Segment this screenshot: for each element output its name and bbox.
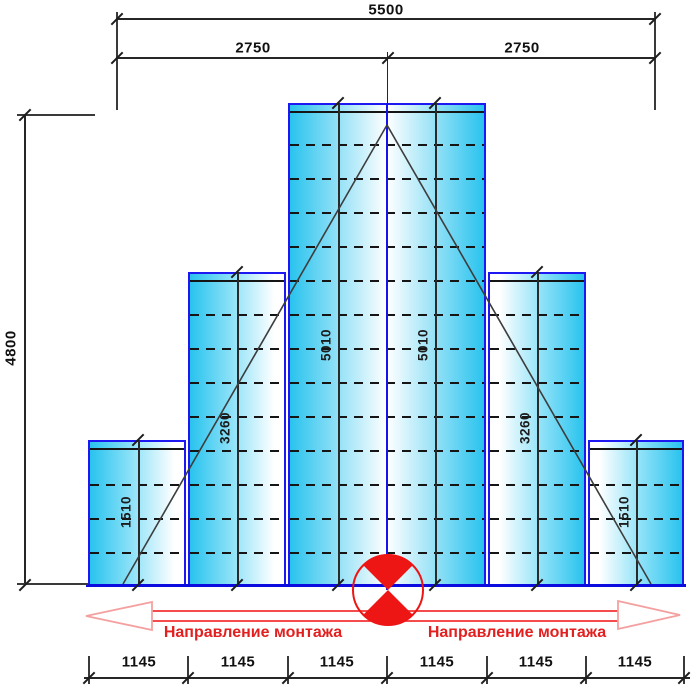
extension-line — [486, 656, 488, 684]
extension-line — [683, 656, 685, 684]
left-arrowhead-icon — [85, 600, 153, 632]
panel-top-joint-line — [90, 448, 184, 450]
dim-value-segment: 1145 — [419, 653, 455, 671]
panel-dim-line — [636, 440, 638, 586]
dim-value-half-width: 2750 — [504, 39, 540, 57]
panel-dim-line — [237, 272, 239, 586]
extension-line — [88, 656, 90, 684]
dim-value-segment: 1145 — [121, 653, 157, 671]
right-arrowhead-icon — [617, 599, 681, 631]
dim-line-4800 — [24, 115, 26, 585]
panel-dim-line — [338, 103, 340, 586]
center-marker-circle — [352, 554, 424, 626]
diagonal-line-right — [386, 124, 652, 585]
panel-joint-dashed-line — [90, 484, 184, 486]
extension-line — [654, 12, 656, 110]
extension-line — [17, 583, 88, 585]
dim-value-segment: 1145 — [617, 653, 653, 671]
center-marker-top-sector — [363, 555, 413, 590]
dim-value-segment: 1145 — [319, 653, 355, 671]
extension-line — [287, 656, 289, 684]
panel-joint-dashed-line — [90, 518, 184, 520]
extension-line — [187, 656, 189, 684]
center-marker-bottom-sector — [363, 590, 413, 625]
extension-line — [17, 114, 95, 116]
extension-line — [585, 656, 587, 684]
dim-value-segment: 1145 — [220, 653, 256, 671]
panel-joint-dashed-line — [90, 552, 184, 554]
diagonal-line-left — [122, 124, 388, 585]
montage-direction-label-left: Направление монтажа — [163, 624, 343, 641]
dim-value-segment: 1145 — [518, 653, 554, 671]
dim-value-total-width: 5500 — [368, 1, 404, 19]
panel-small-left — [88, 440, 186, 586]
dim-value-half-width: 2750 — [235, 39, 271, 57]
center-extension-line — [386, 52, 388, 104]
center-axis-line — [386, 103, 388, 590]
dim-line-5500 — [117, 18, 655, 20]
extension-line — [116, 12, 118, 110]
extension-line — [386, 656, 388, 684]
panel-dim-line — [138, 440, 140, 586]
montage-direction-label-right: Направление монтажа — [427, 624, 607, 641]
panel-dim-line — [537, 272, 539, 586]
panel-dim-line — [435, 103, 437, 586]
